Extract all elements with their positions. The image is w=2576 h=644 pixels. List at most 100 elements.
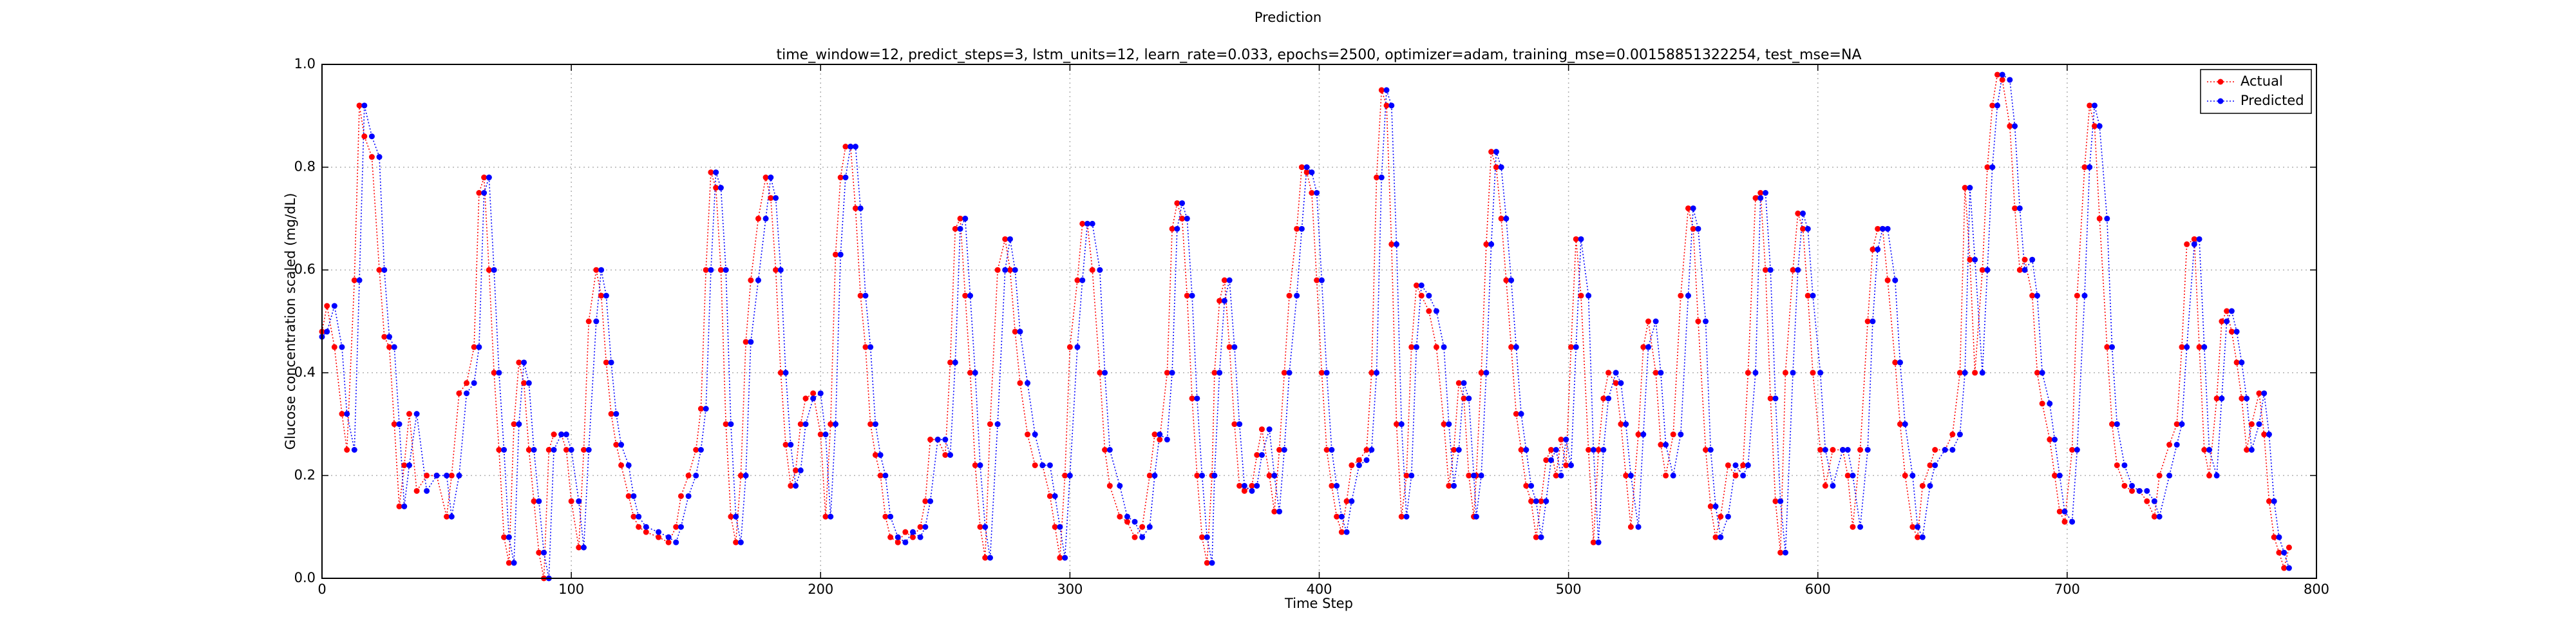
data-point: [1032, 431, 1038, 438]
data-point: [391, 344, 397, 350]
data-point: [1403, 472, 1410, 478]
data-point: [867, 344, 874, 350]
data-point: [902, 529, 909, 535]
data-point: [1703, 318, 1709, 325]
data-point: [481, 190, 488, 196]
data-point: [857, 205, 864, 211]
data-point: [972, 462, 978, 468]
data-point: [1979, 267, 1985, 273]
data-point: [1451, 482, 1457, 489]
data-point: [1066, 472, 1073, 478]
data-point: [1670, 431, 1676, 438]
data-point: [1690, 225, 1696, 232]
data-point: [1782, 549, 1788, 556]
plot-frame: [321, 64, 2317, 579]
data-point: [817, 390, 824, 397]
data-point: [743, 339, 749, 345]
data-point: [1725, 462, 1731, 468]
data-point: [862, 344, 869, 350]
data-point: [2244, 447, 2250, 453]
data-point: [1658, 370, 1664, 376]
data-point: [1356, 462, 1362, 468]
data-point: [1374, 370, 1380, 376]
data-point: [1146, 524, 1153, 530]
data-point: [396, 503, 402, 509]
data-point: [1567, 344, 1574, 350]
data-point: [1685, 292, 1691, 299]
data-point: [1897, 359, 1904, 366]
data-point: [717, 185, 724, 191]
data-point: [1695, 318, 1701, 325]
data-point: [828, 513, 834, 520]
data-point: [1217, 298, 1223, 304]
data-point: [1909, 524, 1916, 530]
data-point: [1314, 277, 1320, 283]
data-point: [1740, 472, 1747, 478]
data-point: [723, 421, 729, 428]
data-point: [1211, 370, 1218, 376]
data-point: [1782, 370, 1788, 376]
data-point: [1079, 277, 1086, 283]
data-point: [723, 267, 729, 273]
data-point: [922, 498, 929, 504]
data-point: [1732, 462, 1739, 468]
data-point: [1653, 318, 1659, 325]
data-point: [1590, 539, 1596, 545]
data-point: [1752, 370, 1759, 376]
data-point: [1528, 482, 1535, 489]
data-point: [1508, 277, 1515, 283]
data-point: [2271, 498, 2277, 504]
data-point: [448, 513, 455, 520]
data-point: [1473, 513, 1479, 520]
data-point: [1266, 472, 1273, 478]
data-point: [1817, 447, 1824, 453]
legend-marker: [2217, 98, 2224, 104]
data-point: [2087, 102, 2093, 109]
data-point: [1433, 344, 1439, 350]
x-tick-label: 700: [2054, 582, 2080, 597]
data-point: [1089, 220, 1095, 227]
data-point: [1707, 503, 1714, 509]
data-point: [872, 421, 878, 428]
data-point: [1663, 442, 1669, 448]
data-point: [1949, 447, 1956, 453]
data-point: [957, 215, 963, 222]
data-point: [608, 359, 614, 366]
data-point: [1932, 447, 1938, 453]
data-point: [1209, 560, 1215, 566]
x-tick-label: 800: [2304, 582, 2329, 597]
data-point: [2087, 164, 2093, 171]
data-point: [1810, 370, 1816, 376]
data-point: [1368, 370, 1375, 376]
data-point: [2114, 462, 2120, 468]
data-point: [994, 421, 1001, 428]
data-point: [1303, 164, 1310, 171]
data-point: [368, 154, 375, 160]
data-point: [1329, 482, 1335, 489]
data-point: [1189, 395, 1195, 402]
data-point: [471, 344, 477, 350]
data-point: [1932, 462, 1938, 468]
data-point: [1226, 344, 1233, 350]
data-point: [531, 447, 537, 453]
data-point: [852, 144, 858, 150]
data-point: [630, 493, 637, 499]
data-point: [1466, 395, 1472, 402]
data-point: [2047, 401, 2053, 407]
data-point: [636, 513, 642, 520]
data-point: [2151, 513, 2157, 520]
data-point: [1548, 447, 1555, 453]
data-point: [762, 175, 769, 181]
data-point: [1762, 267, 1768, 273]
data-point: [1446, 482, 1452, 489]
data-point: [822, 431, 829, 438]
data-point: [895, 534, 901, 540]
data-point: [1892, 359, 1899, 366]
data-point: [768, 194, 774, 201]
data-point: [1600, 395, 1607, 402]
data-point: [1573, 344, 1579, 350]
data-point: [1314, 190, 1320, 196]
data-point: [1767, 395, 1774, 402]
data-point: [1800, 225, 1806, 232]
